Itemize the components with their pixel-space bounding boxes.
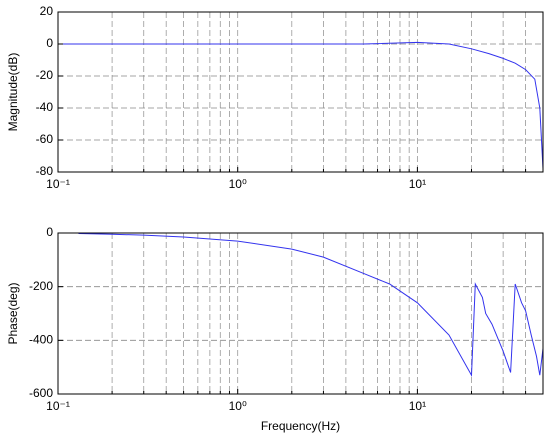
x-tick-label: 10⁻¹ [46, 177, 70, 191]
y-tick-label: 0 [46, 225, 53, 239]
y-tick-label: 0 [46, 36, 53, 50]
y-tick-label: 20 [40, 4, 54, 18]
plot-frame [57, 232, 544, 395]
y-axis-label: Magnitude(dB) [6, 53, 20, 132]
plot-area [58, 12, 543, 172]
plot-area [58, 233, 543, 394]
y-tick-label: -40 [36, 100, 54, 114]
x-tick-label: 10⁰ [229, 399, 247, 413]
x-tick-label: 10⁰ [229, 177, 247, 191]
x-tick-label: 10¹ [409, 177, 426, 191]
x-axis-label: Frequency(Hz) [261, 419, 340, 433]
x-tick-label: 10⁻¹ [46, 399, 70, 413]
y-tick-label: -600 [29, 386, 53, 400]
y-tick-label: -20 [36, 68, 54, 82]
data-line [78, 233, 544, 377]
y-tick-label: -400 [29, 333, 53, 347]
x-tick-label: 10¹ [409, 399, 426, 413]
y-tick-label: -60 [36, 132, 54, 146]
y-tick-label: -80 [36, 164, 54, 178]
y-axis-label: Phase(deg) [6, 282, 20, 344]
y-tick-label: -200 [29, 279, 53, 293]
plot-frame [57, 11, 544, 173]
data-line [58, 41, 544, 169]
